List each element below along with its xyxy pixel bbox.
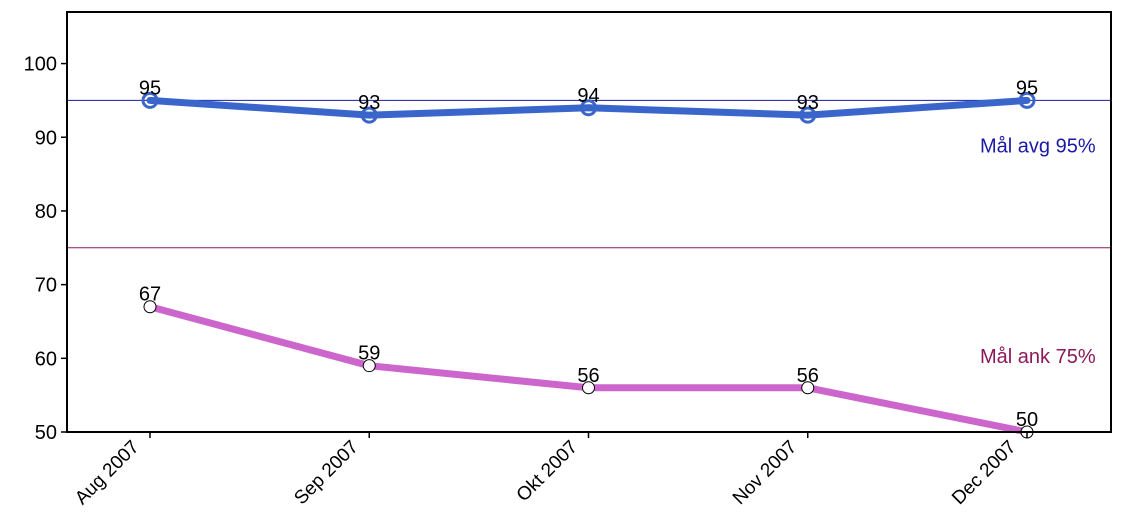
- x-tick-label: Nov 2007: [729, 437, 801, 509]
- data-label: 95: [1016, 77, 1038, 99]
- x-tick-label: Okt 2007: [513, 437, 582, 506]
- data-label: 59: [358, 343, 380, 365]
- series-line: [146, 96, 1031, 119]
- x-tick-label: Aug 2007: [71, 437, 143, 509]
- data-point: [801, 381, 815, 395]
- data-point: [143, 300, 157, 314]
- y-tick-label: 100: [24, 54, 57, 76]
- y-tick-label: 90: [35, 127, 57, 149]
- y-tick-label: 80: [35, 201, 57, 223]
- data-point: [799, 106, 817, 124]
- data-label: 95: [139, 77, 161, 99]
- data-label: 67: [139, 284, 161, 306]
- data-label: 56: [797, 365, 819, 387]
- target-label: Mål avg 95%: [980, 135, 1096, 157]
- data-label: 93: [797, 92, 819, 114]
- target-label: Mål ank 75%: [980, 346, 1096, 368]
- y-tick-label: 70: [35, 275, 57, 297]
- data-point: [580, 99, 597, 117]
- data-point: [362, 359, 376, 373]
- data-label: 93: [358, 92, 380, 114]
- data-label: 56: [577, 365, 599, 387]
- y-tick-label: 60: [35, 348, 57, 370]
- data-point: [360, 106, 378, 124]
- data-point: [141, 91, 159, 109]
- y-tick-label: 50: [35, 422, 57, 444]
- data-point: [582, 381, 595, 395]
- x-tick-label: Dec 2007: [948, 437, 1020, 509]
- data-label: 94: [577, 85, 599, 107]
- x-tick-label: Sep 2007: [290, 437, 362, 509]
- data-point: [1018, 91, 1036, 109]
- data-label: 50: [1016, 409, 1038, 431]
